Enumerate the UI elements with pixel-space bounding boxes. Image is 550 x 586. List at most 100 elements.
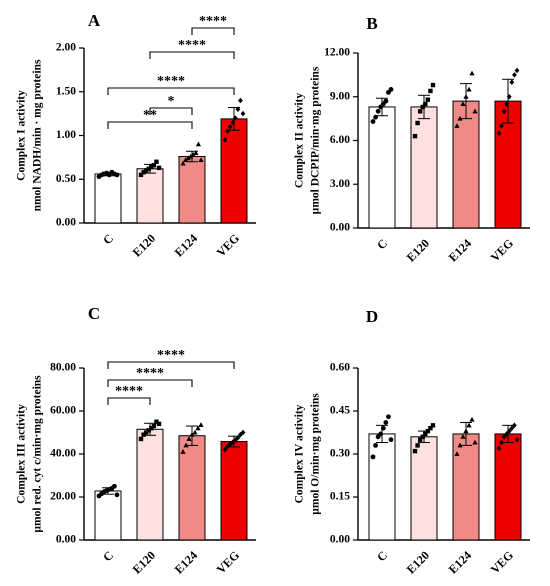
- data-point: [151, 423, 157, 429]
- significance-label: ****: [157, 348, 185, 363]
- y-tick-label: 1.00: [56, 129, 76, 141]
- data-point: [412, 448, 418, 454]
- panel-letter: B: [366, 14, 377, 33]
- y-tick-label: 3.00: [330, 178, 350, 190]
- data-point: [423, 431, 428, 437]
- data-point: [114, 172, 120, 178]
- data-point: [195, 141, 202, 147]
- data-point: [141, 432, 146, 437]
- bar-e120: [136, 428, 164, 541]
- data-point: [378, 431, 384, 437]
- significance-label: **: [143, 108, 157, 123]
- x-tick-label: C: [100, 548, 116, 564]
- x-tick-label: E120: [404, 236, 432, 264]
- data-point: [504, 431, 510, 437]
- data-point: [138, 436, 144, 442]
- y-tick-label: 40.00: [50, 448, 76, 460]
- x-tick-label: C: [374, 236, 390, 252]
- x-tick-label: E124: [446, 548, 474, 576]
- data-point: [388, 437, 394, 443]
- data-point: [472, 108, 478, 114]
- data-point: [512, 72, 517, 78]
- significance-bracket: [107, 379, 193, 387]
- significance-label: ****: [199, 14, 227, 29]
- y-tick-label: 0.50: [56, 173, 76, 185]
- data-point: [189, 431, 195, 437]
- data-point: [430, 423, 436, 428]
- data-point: [227, 123, 233, 130]
- x-tick-label: VEG: [488, 548, 516, 576]
- y-tick-label: 80.00: [50, 362, 76, 374]
- y-tick-label: 0.00: [56, 217, 76, 229]
- data-point: [469, 70, 475, 76]
- panel-a: A Complex I activity nmol NADH/min · mg pr…: [16, 11, 256, 259]
- data-point: [415, 120, 420, 126]
- data-point: [143, 168, 149, 173]
- data-point: [190, 151, 196, 157]
- data-point: [425, 97, 431, 102]
- bar-veg: [220, 118, 248, 224]
- data-point: [514, 67, 520, 74]
- y-axis-label-line-1: Complex I activity: [16, 90, 28, 181]
- significance-bracket: [107, 361, 235, 369]
- data-point: [504, 101, 510, 107]
- y-axis-label-line-2: µmol red. cyt c/min·mg proteins: [32, 375, 44, 533]
- data-point: [180, 160, 186, 166]
- data-point: [499, 439, 504, 446]
- panel-letter: C: [88, 304, 100, 323]
- y-tick-label: 0.15: [330, 491, 350, 503]
- x-tick-label: E124: [172, 548, 200, 576]
- data-point: [232, 115, 238, 121]
- data-point: [230, 439, 236, 445]
- bar-e120: [410, 436, 438, 541]
- data-point: [222, 137, 228, 143]
- x-tick-label: C: [374, 548, 390, 564]
- data-point: [146, 166, 151, 171]
- data-point: [156, 421, 162, 427]
- bar-e124: [452, 433, 480, 541]
- panel-letter: D: [366, 307, 378, 326]
- data-point: [428, 88, 433, 94]
- data-point: [496, 130, 502, 137]
- data-point: [195, 425, 201, 431]
- data-point: [420, 104, 425, 110]
- data-point: [469, 416, 475, 422]
- data-point: [430, 82, 436, 88]
- x-tick-label: E120: [130, 231, 158, 259]
- significance-label: ****: [157, 74, 185, 89]
- data-point: [141, 170, 146, 175]
- data-point: [198, 157, 204, 162]
- x-tick-label: VEG: [488, 236, 516, 264]
- x-tick-label: C: [100, 231, 116, 247]
- significance-bracket: [149, 107, 193, 115]
- significance-label: ****: [136, 366, 164, 381]
- panel-d: D Complex IV activity µmol O/min·mg protei…: [294, 307, 530, 576]
- data-point: [506, 428, 512, 434]
- data-point: [146, 428, 151, 433]
- data-point: [154, 159, 159, 164]
- significance-label: *: [168, 94, 175, 109]
- y-tick-label: 0.00: [330, 534, 350, 546]
- data-point: [198, 422, 204, 427]
- data-point: [423, 101, 428, 107]
- data-point: [512, 422, 517, 429]
- data-point: [180, 449, 186, 454]
- y-tick-label: 9.00: [330, 90, 350, 102]
- bar-c: [94, 490, 122, 541]
- x-tick-label: VEG: [214, 231, 242, 259]
- x-tick-label: E120: [130, 548, 158, 576]
- data-point: [383, 420, 389, 425]
- data-point: [370, 119, 376, 124]
- data-point: [193, 150, 199, 155]
- data-point: [373, 114, 378, 120]
- y-axis-label-line-1: Complex II activity: [294, 93, 306, 188]
- y-tick-label: 0.45: [330, 405, 350, 417]
- bar-c: [94, 173, 122, 224]
- data-point: [388, 87, 394, 92]
- significance-bracket: [149, 51, 235, 59]
- bar-c: [368, 433, 396, 541]
- data-point: [238, 97, 243, 104]
- significance-bracket: [107, 121, 193, 129]
- panel-letter: A: [88, 11, 101, 30]
